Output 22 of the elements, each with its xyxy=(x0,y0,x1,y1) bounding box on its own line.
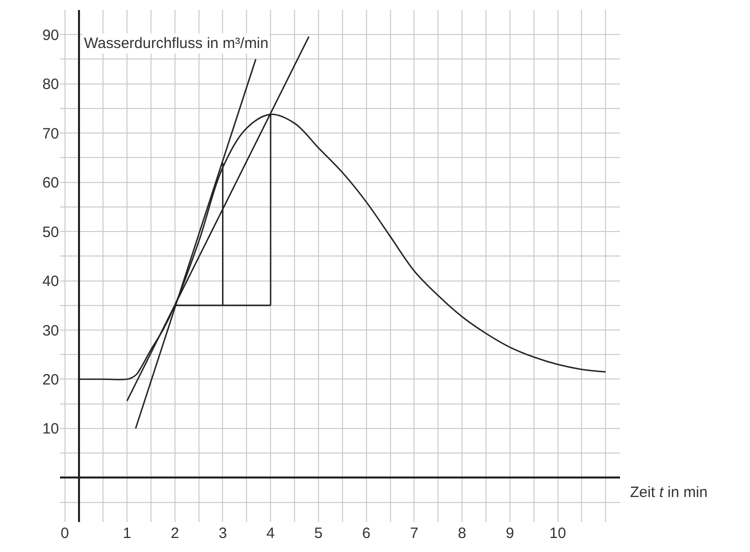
x-axis-title: Zeit t in min xyxy=(630,484,708,501)
x-tick-label: 0 xyxy=(60,525,69,542)
x-tick-label: 3 xyxy=(218,525,227,542)
x-tick-label: 5 xyxy=(314,525,323,542)
y-tick-label: 80 xyxy=(42,76,59,94)
y-tick-label: 40 xyxy=(42,273,59,290)
y-tick-label: 20 xyxy=(42,371,59,388)
x-tick-label: 8 xyxy=(458,525,466,542)
x-tick-label: 6 xyxy=(362,525,370,542)
x-tick-label: 10 xyxy=(549,525,566,542)
annotation: Wasserdurchfluss in m³/min xyxy=(84,35,268,52)
x-tick-label: 9 xyxy=(506,525,514,542)
y-tick-label: 60 xyxy=(42,174,59,192)
y-tick-label: 50 xyxy=(42,224,59,241)
y-tick-label: 30 xyxy=(42,322,59,340)
x-tick-label: 7 xyxy=(410,525,418,542)
x-tick-label: 4 xyxy=(266,525,275,542)
y-tick-label: 10 xyxy=(42,420,59,438)
x-tick-label: 1 xyxy=(122,525,132,542)
x-tick-label: 2 xyxy=(170,525,180,542)
y-tick-label: 70 xyxy=(42,125,59,142)
y-tick-label: 90 xyxy=(42,26,59,44)
